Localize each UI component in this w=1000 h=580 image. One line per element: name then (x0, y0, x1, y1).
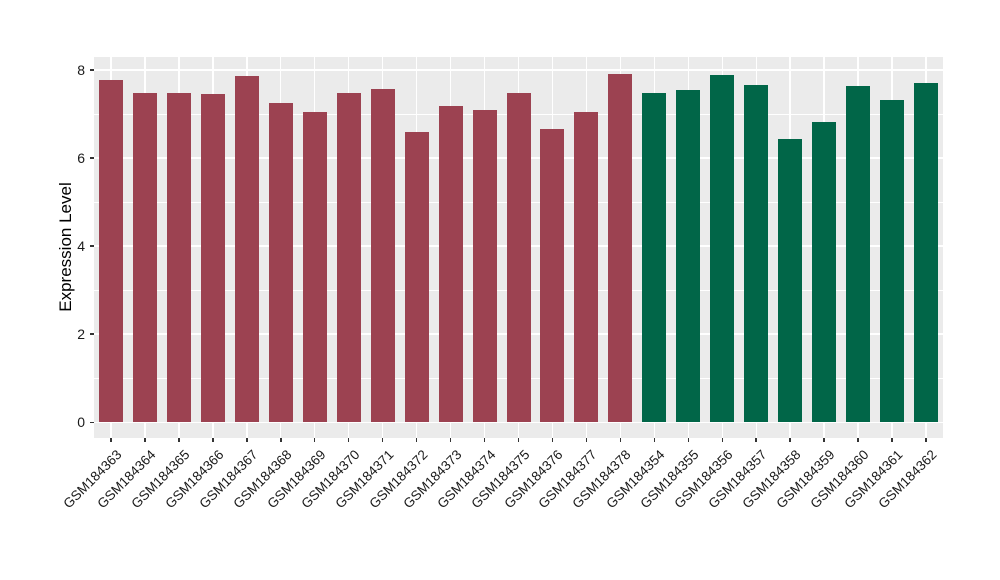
bar-GSM184367 (234, 76, 259, 423)
x-tick-mark (280, 438, 282, 442)
bar-GSM184375 (506, 93, 531, 423)
x-tick-mark (212, 438, 214, 442)
x-tick-mark (857, 438, 859, 442)
x-tick-mark (585, 438, 588, 442)
y-tick-label: 8 (77, 61, 85, 78)
x-tick-mark (891, 438, 893, 442)
x-tick-mark (619, 438, 622, 442)
y-tick-mark (89, 421, 94, 424)
y-tick-mark (89, 69, 94, 71)
y-tick-mark (89, 245, 94, 247)
bar-GSM184377 (574, 112, 599, 423)
x-tick-mark (246, 438, 248, 442)
bar-GSM184371 (370, 89, 395, 423)
bar-GSM184374 (472, 109, 497, 423)
x-tick-mark (415, 438, 418, 442)
bar-GSM184378 (608, 74, 633, 423)
x-tick-mark (381, 438, 384, 442)
y-tick-label: 2 (77, 326, 85, 343)
bar-GSM184370 (336, 93, 361, 423)
y-tick-mark (89, 157, 94, 159)
x-tick-mark (449, 438, 452, 442)
x-tick-mark (517, 438, 520, 442)
x-tick-mark (347, 438, 350, 442)
x-tick-mark (144, 438, 146, 442)
bar-GSM184369 (302, 111, 327, 423)
bar-GSM184360 (846, 86, 871, 423)
x-tick-mark (925, 438, 927, 442)
bar-GSM184354 (642, 93, 667, 423)
bar-GSM184359 (812, 121, 837, 423)
bar-GSM184361 (880, 100, 905, 423)
x-tick-mark (789, 438, 791, 442)
bar-GSM184364 (132, 93, 157, 423)
bar-GSM184376 (540, 129, 565, 423)
x-tick-mark (653, 438, 656, 442)
x-tick-mark (483, 438, 486, 442)
bar-GSM184365 (166, 93, 191, 423)
x-tick-mark (551, 438, 554, 442)
bar-GSM184368 (268, 103, 293, 423)
bar-GSM184356 (710, 75, 735, 423)
bar-GSM184373 (438, 105, 463, 423)
bar-GSM184358 (778, 138, 803, 423)
x-tick-mark (721, 438, 723, 442)
bar-GSM184372 (404, 131, 429, 423)
bar-GSM184366 (200, 93, 225, 423)
bar-GSM184362 (914, 83, 939, 423)
y-tick-label: 4 (77, 238, 85, 255)
x-tick-mark (313, 438, 316, 442)
x-tick-mark (755, 438, 757, 442)
x-tick-mark (110, 438, 112, 442)
y-tick-label: 6 (77, 150, 85, 167)
bar-GSM184363 (98, 80, 123, 423)
bar-GSM184355 (676, 89, 701, 423)
plot-panel (94, 57, 943, 438)
bar-GSM184357 (744, 84, 769, 423)
x-tick-mark (823, 438, 825, 442)
y-tick-label: 0 (77, 414, 85, 431)
y-tick-mark (89, 333, 94, 335)
x-tick-mark (178, 438, 180, 442)
x-tick-mark (687, 438, 690, 442)
